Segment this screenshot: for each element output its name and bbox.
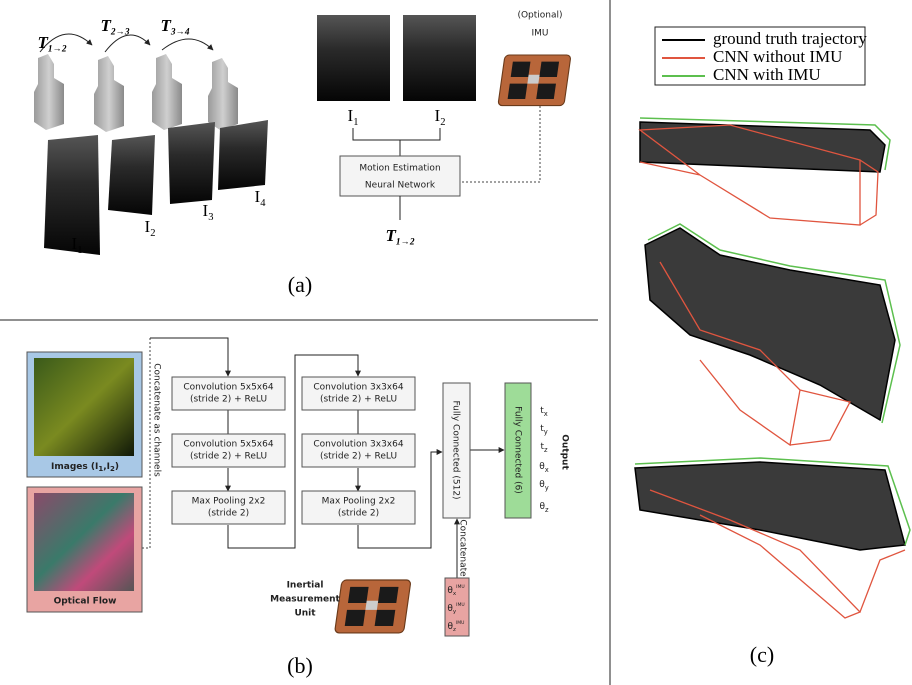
transform-label: T1→2 bbox=[38, 33, 67, 54]
frame-label-sub: 3 bbox=[208, 212, 213, 223]
legend-label: ground truth trajectory bbox=[713, 29, 867, 48]
input-frame-label-sub: 2 bbox=[440, 117, 445, 128]
frame-label: I2 bbox=[145, 217, 156, 239]
chip-ic bbox=[345, 610, 366, 626]
images-label-part: Images (I bbox=[51, 462, 98, 472]
imu-label: Unit bbox=[294, 609, 316, 619]
images-label: Images (I1,I2) bbox=[51, 462, 119, 474]
chip-ic bbox=[375, 610, 396, 626]
output-label: θy bbox=[539, 480, 549, 492]
transform-label: T2→3 bbox=[101, 16, 130, 37]
output-label-sub: z bbox=[544, 446, 548, 454]
imu-input-sup: IMU bbox=[456, 619, 465, 625]
transform-label-base: T bbox=[101, 16, 112, 35]
transform-label-sub: 2→3 bbox=[110, 27, 130, 37]
output-label: ty bbox=[540, 424, 548, 436]
output-label-sub: y bbox=[545, 484, 549, 492]
output-label: θx bbox=[539, 462, 549, 474]
caption: (a) bbox=[288, 272, 312, 297]
layer-label: Convolution 5x5x64 bbox=[183, 440, 273, 450]
chip-ic bbox=[539, 62, 559, 77]
imu-label: Measurement bbox=[270, 595, 340, 605]
imu-label: Inertial bbox=[287, 581, 324, 591]
output-label-sub: x bbox=[545, 466, 549, 474]
transform-label-base: T bbox=[38, 33, 49, 52]
chip-ic bbox=[527, 75, 539, 84]
chip-ic bbox=[508, 84, 528, 99]
output-transform: T1→2 bbox=[386, 226, 415, 247]
transform-label-sub: 3→4 bbox=[170, 27, 190, 37]
output-transform-base: T bbox=[386, 226, 397, 245]
concat-channels-label: Concatenate as channels bbox=[152, 363, 162, 477]
layer-label: Max Pooling 2x2 bbox=[192, 497, 266, 507]
fc-label: Fully Connected (6) bbox=[513, 406, 523, 494]
probes bbox=[34, 54, 238, 132]
images-label-part: ) bbox=[115, 462, 119, 472]
imu-chip bbox=[498, 55, 571, 106]
output-label: θz bbox=[539, 502, 549, 514]
optical-flow-label: Optical Flow bbox=[54, 597, 117, 607]
frame-label-sub: 4 bbox=[260, 198, 266, 209]
caption: (b) bbox=[287, 653, 313, 678]
layer-label: Convolution 3x3x64 bbox=[313, 383, 403, 393]
legend-label: CNN without IMU bbox=[713, 47, 842, 66]
output-transform-sub: 1→2 bbox=[396, 237, 415, 247]
layer-label: (stride 2) + ReLU bbox=[320, 452, 397, 462]
output-label-sub: z bbox=[545, 506, 549, 514]
trajectory-image bbox=[640, 122, 885, 172]
output-label-sub: x bbox=[544, 410, 548, 418]
transform-label: T3→4 bbox=[161, 16, 190, 37]
frame-label: I3 bbox=[203, 201, 214, 223]
imu-label: IMU bbox=[531, 29, 548, 39]
caption: (c) bbox=[750, 642, 774, 667]
layer-label: (stride 2) + ReLU bbox=[190, 395, 267, 405]
input-frame-label: I2 bbox=[435, 106, 446, 128]
imu-input-sub: z bbox=[453, 627, 456, 633]
ultrasound-slices bbox=[44, 15, 476, 255]
transform-label-base: T bbox=[161, 16, 172, 35]
layer-label: Convolution 5x5x64 bbox=[183, 383, 273, 393]
input-frame-label-sub: 1 bbox=[353, 117, 358, 128]
layer-label: (stride 2) bbox=[208, 509, 249, 519]
output-label: tx bbox=[540, 406, 548, 418]
network-label: Motion Estimation bbox=[359, 164, 440, 174]
concat-label: Concatenate bbox=[458, 519, 468, 577]
layer-label: Convolution 3x3x64 bbox=[313, 440, 403, 450]
frame-label: I4 bbox=[255, 187, 267, 209]
transform-label-sub: 1→2 bbox=[48, 44, 67, 54]
imu-input-sup: IMU bbox=[456, 583, 465, 589]
chip-ic bbox=[348, 587, 369, 603]
imu-label: (Optional) bbox=[517, 11, 562, 21]
output-label: tz bbox=[540, 442, 548, 454]
layer-label: Max Pooling 2x2 bbox=[322, 497, 396, 507]
imu-input-sup: IMU bbox=[456, 601, 465, 607]
network-label: Neural Network bbox=[365, 181, 436, 191]
chip-ic bbox=[511, 62, 531, 77]
frame-label-sub: 1 bbox=[77, 245, 82, 256]
layer-label: (stride 2) + ReLU bbox=[190, 452, 267, 462]
images-label-part: ,I bbox=[103, 462, 110, 472]
figure: T1→2T2→3T3→4I1I2I3I4I1I2(Optional)IMUMot… bbox=[0, 0, 912, 685]
layer-label: (stride 2) bbox=[338, 509, 379, 519]
legend-label: CNN with IMU bbox=[713, 65, 821, 84]
layer-label: (stride 2) + ReLU bbox=[320, 395, 397, 405]
fc-label: Fully Connected (512) bbox=[451, 400, 461, 499]
chip-ic bbox=[536, 84, 556, 99]
frame-label-sub: 2 bbox=[150, 228, 155, 239]
input-frame-label: I1 bbox=[348, 106, 359, 128]
chip-ic bbox=[378, 587, 399, 603]
output-label-sub: y bbox=[544, 428, 548, 436]
trajectory-image bbox=[645, 228, 895, 420]
imu-chip bbox=[335, 580, 411, 633]
chip-ic bbox=[365, 601, 378, 610]
output-title: Output bbox=[560, 434, 570, 470]
